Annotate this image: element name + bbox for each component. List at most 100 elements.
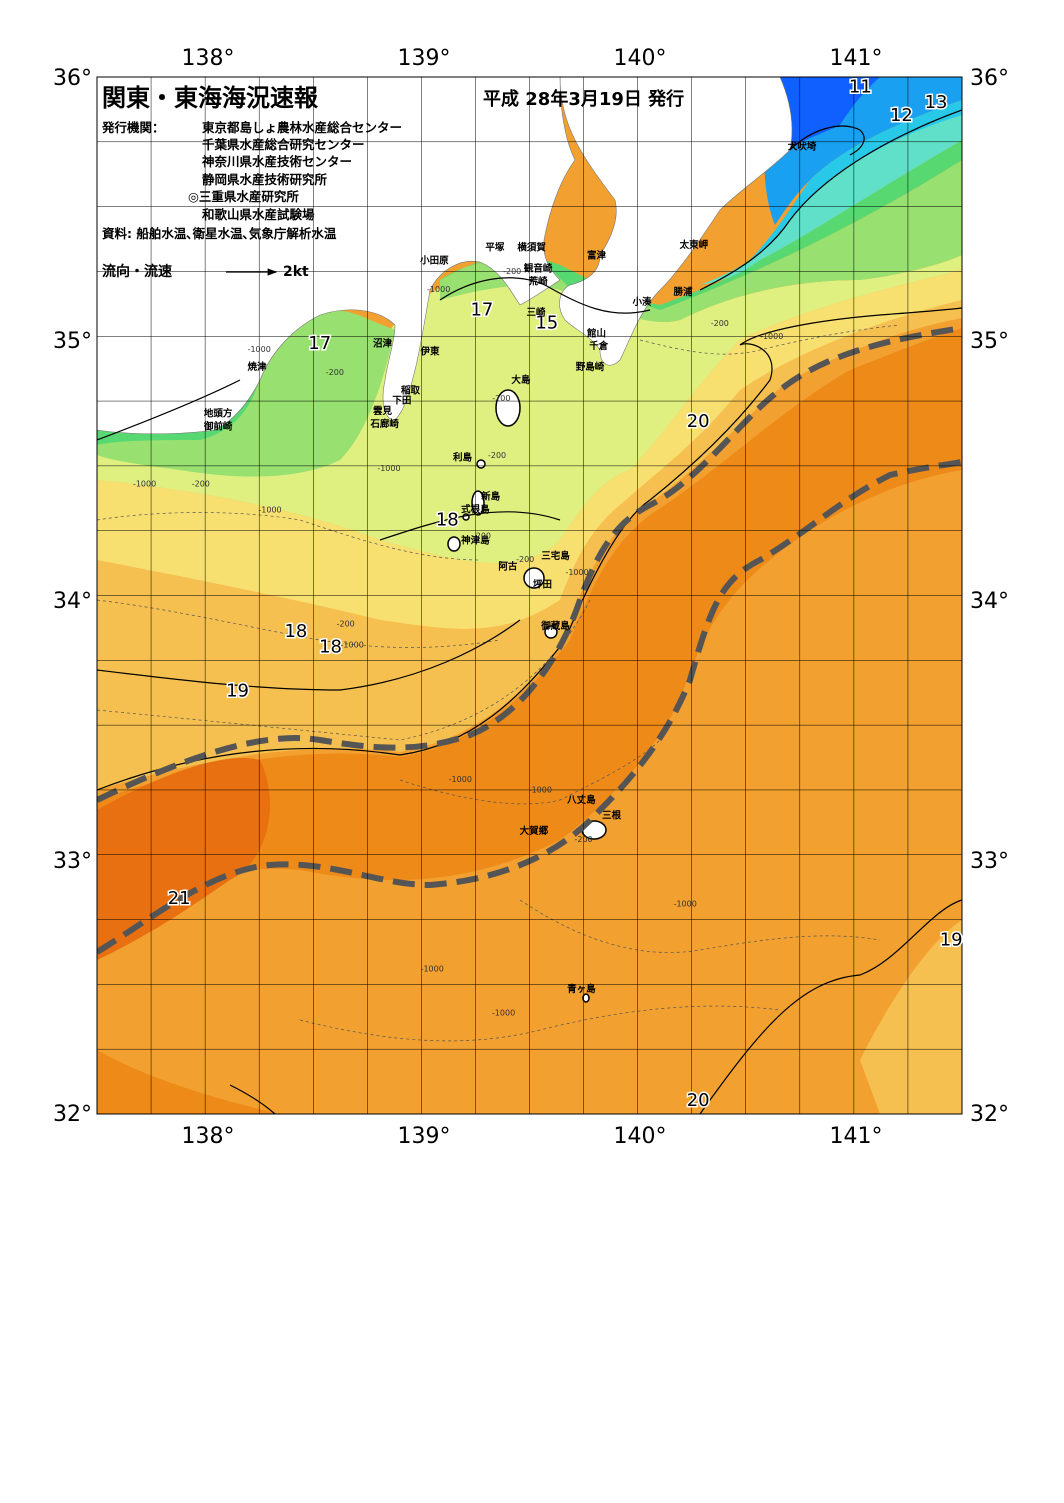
isotherm-label: 11 (849, 77, 872, 98)
place-label: 稲取 (401, 384, 421, 396)
depth-label: -1000 (760, 332, 783, 341)
lon-label-bottom: 139° (398, 1124, 451, 1149)
isotherm-label: 19 (226, 681, 249, 702)
depth-label: -1000 (449, 775, 472, 784)
place-label: 下田 (392, 396, 411, 407)
izu-oshima-island (495, 389, 521, 427)
depth-label: -1000 (565, 568, 588, 577)
depth-label: -1000 (529, 786, 552, 795)
lat-label-left: 34° (53, 589, 92, 614)
lat-label-left: 36° (53, 66, 92, 91)
lon-label-top: 138° (182, 46, 235, 71)
depth-label: -1000 (492, 1008, 515, 1017)
place-label: 大島 (511, 374, 531, 386)
depth-label: -200 (473, 531, 491, 540)
isotherm-label: 13 (925, 92, 948, 113)
depth-label: -1000 (421, 964, 444, 973)
place-label: 荒崎 (528, 275, 549, 287)
lat-label-right: 32° (970, 1102, 1009, 1127)
kuroshio-axis-main (97, 325, 962, 803)
toshima-island (476, 459, 486, 469)
lat-label-left: 33° (53, 849, 92, 874)
depth-label: -200 (337, 620, 355, 629)
kanto-land (97, 77, 576, 435)
lon-label-top: 139° (398, 46, 451, 71)
temperature-zone-22 (97, 758, 270, 960)
bathymetry-contours (97, 324, 901, 1042)
isotherm-label: 19 (940, 929, 963, 950)
publisher-item: 千葉県水産総合研究センター (202, 137, 365, 152)
isotherm-label: 20 (687, 411, 710, 432)
lon-label-top: 140° (614, 46, 667, 71)
issue-date: 平成 28年3月19日 発行 (483, 88, 684, 110)
lat-label-right: 35° (970, 329, 1009, 354)
lat-label-right: 34° (970, 589, 1009, 614)
depth-label: -1000 (427, 285, 450, 294)
place-label: 神津島 (461, 535, 490, 547)
place-label: 横須賀 (517, 242, 546, 254)
isotherm-label: 12 (890, 105, 913, 126)
aogashima-island (582, 993, 590, 1003)
temperature-zone-19 (97, 300, 962, 1114)
left-latitude-labels: 36° 35° 34° 33° 32° (53, 66, 92, 1127)
place-label: 沼津 (373, 338, 393, 350)
lon-label-top: 141° (830, 46, 883, 71)
place-label: 式根島 (461, 504, 490, 516)
temperature-zone-14 (700, 110, 962, 285)
niijima-island (471, 490, 485, 516)
place-label: 富津 (587, 249, 607, 261)
place-label: 雲見 (373, 405, 393, 417)
boso-peninsula-land (559, 77, 793, 366)
lon-label-bottom: 140° (614, 1124, 667, 1149)
place-label: 三崎 (526, 307, 546, 319)
isotherm-label: 18 (436, 510, 459, 531)
depth-label: -200 (711, 319, 729, 328)
depth-label: -200 (326, 368, 344, 377)
depth-label: -200 (192, 480, 210, 489)
publisher-item: ◎三重県水産研究所 (188, 189, 299, 204)
place-label: 阿古 (498, 561, 518, 573)
place-label: 三根 (602, 809, 622, 821)
publisher-item: 和歌山県水産試験場 (201, 207, 315, 222)
current-legend: 流向・流速 2kt (102, 263, 309, 280)
place-label: 利島 (452, 452, 473, 464)
temperature-zone-13 (745, 100, 962, 265)
publisher-item: 東京都島しょ農林水産総合センター (202, 120, 402, 135)
place-label: 平塚 (485, 242, 505, 254)
kozushima-island (447, 536, 461, 552)
publisher-item: 静岡県水産技術研究所 (202, 172, 328, 187)
kuroshio-axis (97, 325, 962, 955)
mikurajima-island (544, 625, 558, 639)
kuroshio-axis-offshore (97, 459, 962, 955)
isotherm-labels: 11 13 12 17 15 17 20 18 18 18 19 21 19 20 (166, 75, 964, 1113)
lat-label-left: 32° (53, 1102, 92, 1127)
legend-speed: 2kt (283, 264, 309, 280)
place-label: 小田原 (419, 255, 449, 267)
place-label: 八丈島 (566, 794, 596, 806)
data-sources: 資料: 船舶水温､衛星水温､気象庁解析水温 (102, 226, 337, 241)
place-label: 小湊 (631, 296, 652, 308)
miyakejima-island (523, 567, 545, 589)
place-label: 坪田 (533, 579, 552, 591)
publisher-list: 東京都島しょ農林水産総合センター 千葉県水産総合研究センター 神奈川県水産技術セ… (188, 120, 402, 222)
depth-label: -1000 (341, 640, 364, 649)
depth-label: -1000 (674, 900, 697, 909)
place-label: 新島 (481, 491, 501, 503)
depth-label: -200 (574, 835, 592, 844)
isotherm-lines (97, 109, 962, 1114)
depth-label: -1000 (248, 345, 271, 354)
isotherm-label: 18 (319, 637, 342, 658)
publisher-label: 発行機関： (101, 120, 165, 135)
top-longitude-labels: 138° 139° 140° 141° (182, 46, 883, 71)
lon-label-bottom: 141° (830, 1124, 883, 1149)
publisher-item: 神奈川県水産技術センター (202, 154, 352, 169)
lat-label-right: 33° (970, 849, 1009, 874)
place-label: 石廊崎 (369, 418, 399, 430)
depth-label: -1000 (133, 480, 156, 489)
depth-label: -200 (503, 267, 521, 276)
place-label: 三宅島 (541, 550, 570, 562)
isotherm-label: 17 (308, 333, 331, 354)
bottom-longitude-labels: 138° 139° 140° 141° (182, 1124, 883, 1149)
place-label: 地頭方 (204, 408, 233, 420)
place-label: 勝浦 (674, 286, 694, 298)
